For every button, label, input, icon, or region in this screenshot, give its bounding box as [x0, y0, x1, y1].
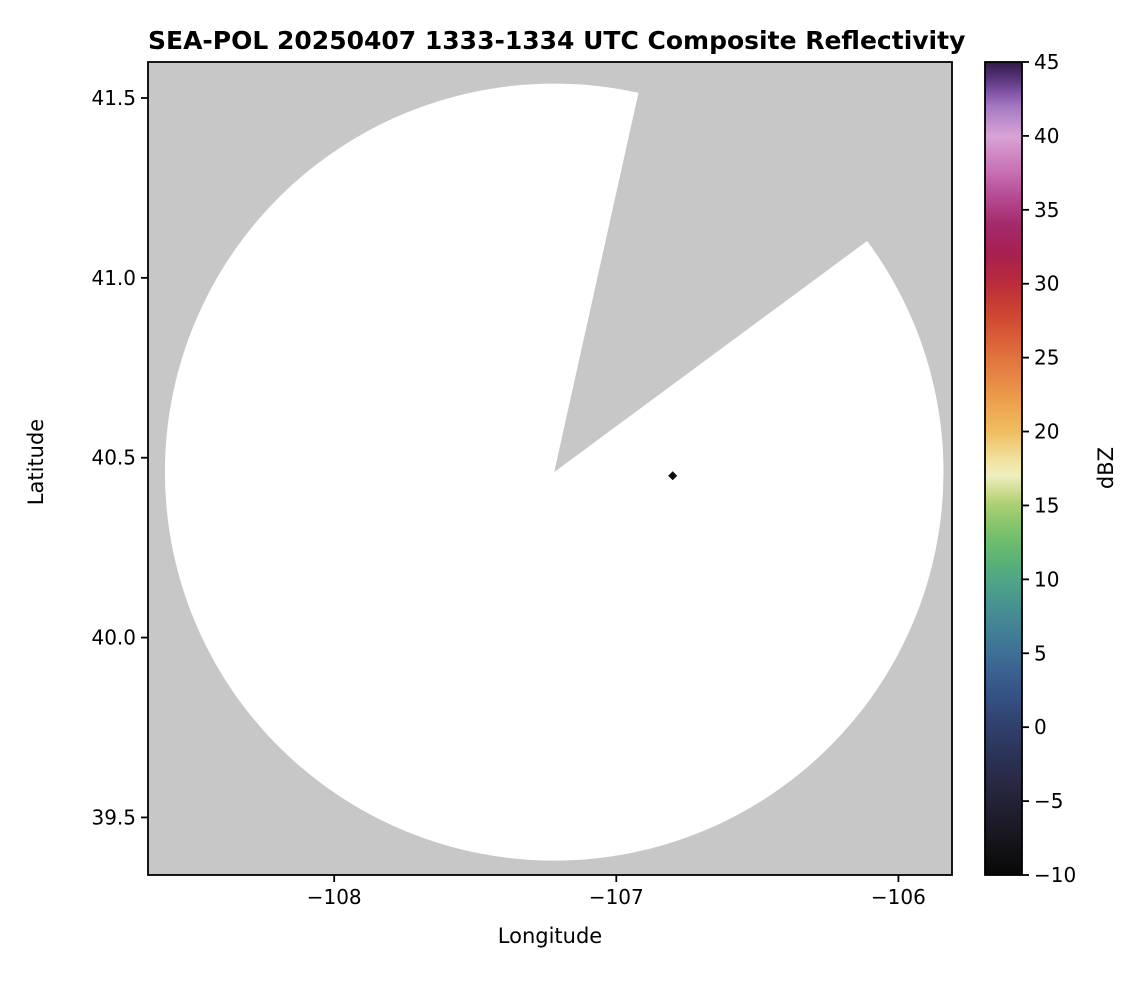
axes-frame	[147, 61, 953, 876]
colorbar	[985, 62, 1022, 875]
x-axis-label: Longitude	[497, 924, 603, 948]
colorbar-tick-label: 0	[1034, 715, 1047, 739]
colorbar-tick-label: −10	[1034, 863, 1076, 887]
colorbar-label: dBZ	[1094, 446, 1118, 490]
x-tick-label: −106	[871, 885, 926, 909]
colorbar-tick-label: 20	[1034, 420, 1059, 444]
coverage-layer	[164, 73, 944, 861]
colorbar-tick-label: 15	[1034, 493, 1059, 517]
colorbar-tick-label: 10	[1034, 567, 1059, 591]
y-tick-label: 40.0	[91, 626, 136, 650]
colorbar-tick-label: 45	[1034, 50, 1059, 74]
echo-marker	[668, 471, 678, 481]
colorbar-tick-label: −5	[1034, 789, 1063, 813]
plot-title: SEA-POL 20250407 1333-1334 UTC Composite…	[148, 26, 966, 55]
y-tick-label: 39.5	[91, 805, 136, 829]
colorbar-frame	[984, 61, 1023, 876]
y-tick-label: 41.5	[91, 86, 136, 110]
x-tick-label: −107	[589, 885, 644, 909]
blocked-sector-wedge	[554, 73, 883, 473]
y-tick-label: 41.0	[91, 266, 136, 290]
y-tick-label: 40.5	[91, 446, 136, 470]
colorbar-tick-label: 30	[1034, 272, 1059, 296]
y-axis-label: Latitude	[24, 418, 48, 506]
x-tick-label: −108	[307, 885, 362, 909]
colorbar-tick-label: 5	[1034, 641, 1047, 665]
colorbar-tick-label: 35	[1034, 198, 1059, 222]
colorbar-tick-label: 40	[1034, 124, 1059, 148]
colorbar-tick-label: 25	[1034, 346, 1059, 370]
